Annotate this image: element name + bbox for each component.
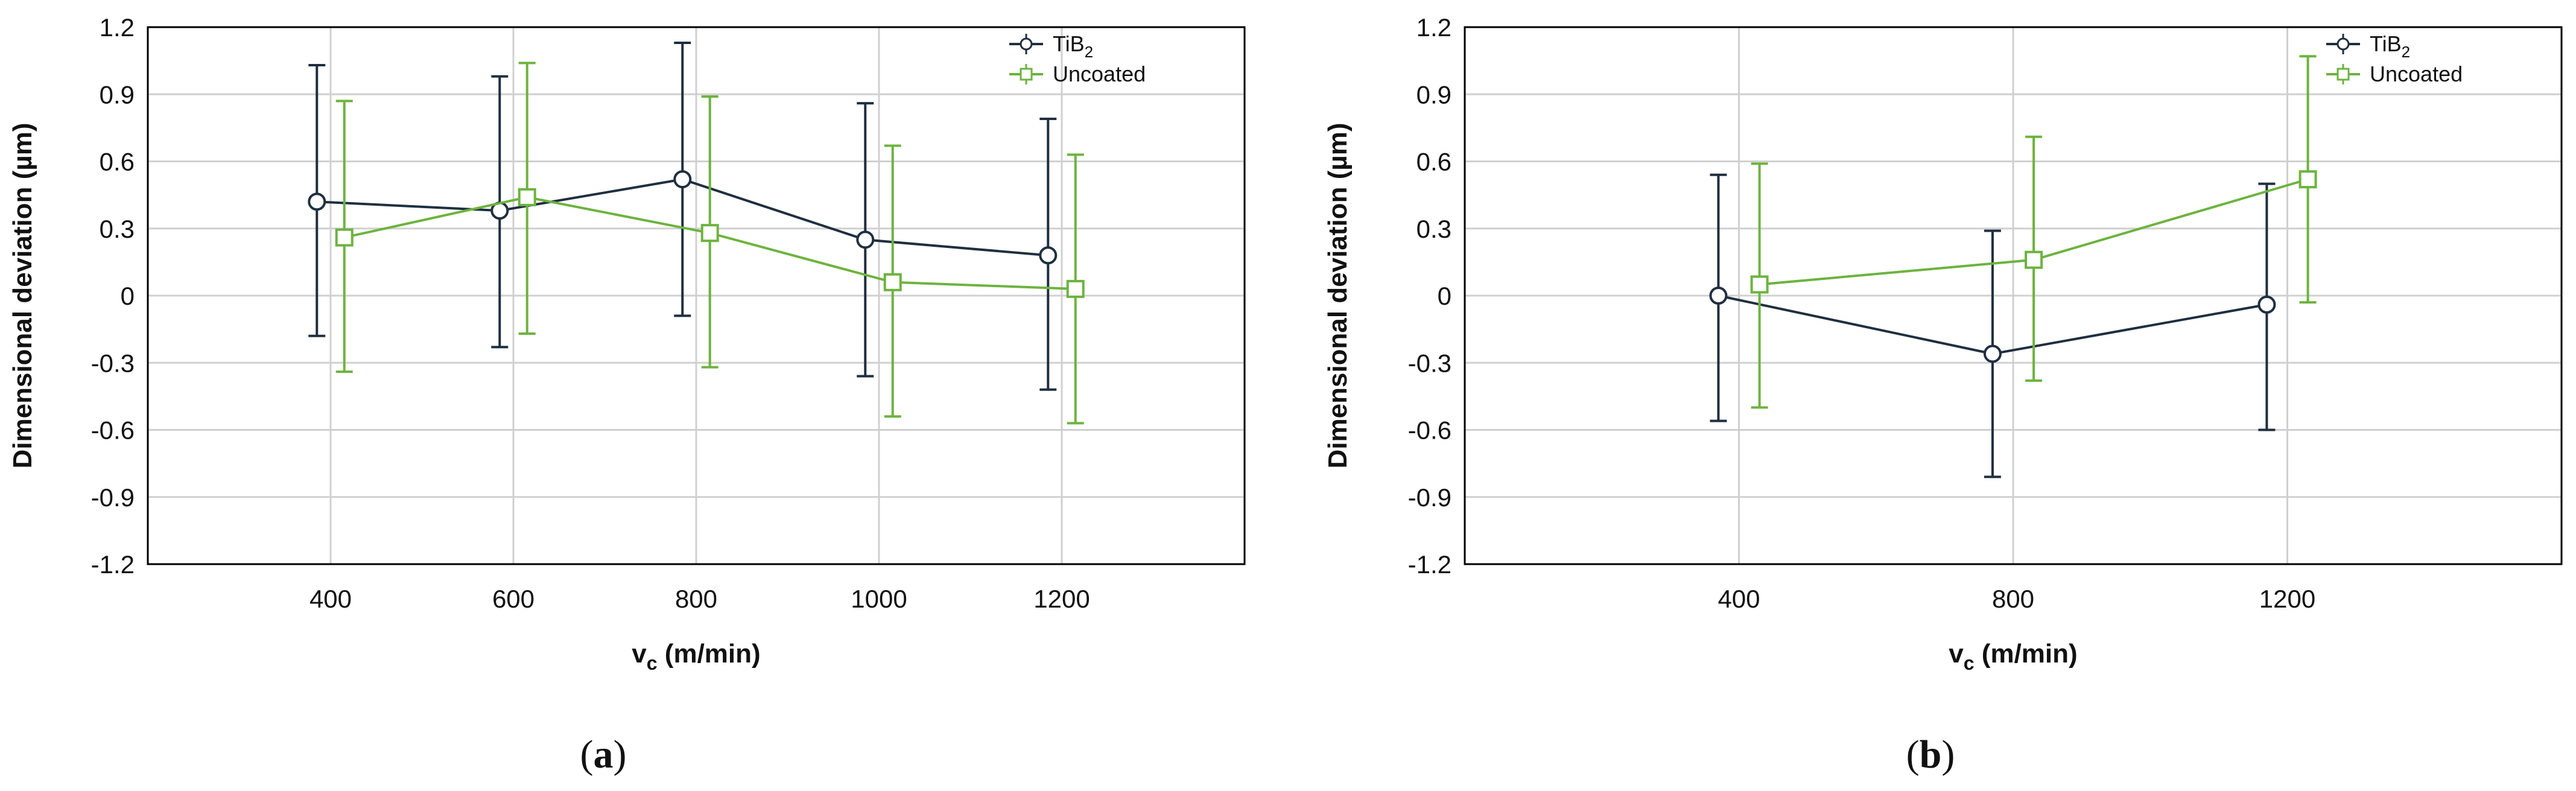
- data-point: [1983, 345, 2002, 363]
- legend-label-main: TiB: [1053, 31, 1085, 56]
- y-tick-label: -0.9: [91, 483, 135, 512]
- x-axis-title: vc (m/min): [1949, 639, 2077, 674]
- x-axis-title: vc (m/min): [632, 639, 760, 674]
- x-axis-title-main: v: [1949, 639, 1964, 669]
- y-tick-label: 0.3: [100, 215, 135, 243]
- legend-marker: [1020, 68, 1033, 81]
- y-tick-label: -0.3: [1408, 349, 1451, 377]
- x-tick-label: 600: [492, 585, 535, 613]
- data-point: [308, 192, 326, 211]
- legend-label-main: Uncoated: [1053, 62, 1146, 86]
- data-point: [2025, 250, 2043, 269]
- panel-caption: (b): [1906, 732, 1955, 777]
- caption-close: ): [614, 732, 627, 777]
- y-tick-label: -0.6: [91, 416, 135, 445]
- x-tick-label: 800: [675, 585, 717, 613]
- data-point: [2257, 295, 2276, 314]
- series-tib2: [308, 41, 1058, 391]
- series-uncoated: [335, 62, 1085, 425]
- data-point: [1750, 275, 1769, 294]
- legend-entry: TiB2: [2326, 31, 2410, 61]
- series-uncoated: [1750, 55, 2317, 409]
- y-tick-label: 0.9: [1416, 80, 1451, 109]
- x-axis-title-subscript: c: [647, 652, 658, 674]
- x-tick-label: 400: [1718, 585, 1760, 613]
- y-tick-label: 1.2: [1416, 13, 1451, 42]
- x-axis-title-units: (m/min): [1975, 639, 2078, 669]
- data-point: [673, 170, 692, 189]
- x-tick-label: 1200: [2259, 585, 2315, 613]
- series-tib2: [1709, 173, 2276, 478]
- y-tick-label: 0.3: [1416, 215, 1451, 243]
- chart-panel-b: 1.2 0.9 0.6 0.3 0 -0.3 -0.6 -0.9 -1.2 400 800 1200 D…: [1323, 13, 2563, 777]
- legend-marker: [2336, 68, 2350, 81]
- y-tick-label: 0: [1438, 282, 1451, 310]
- y-tick-label: -0.9: [1408, 483, 1451, 512]
- legend-entry: TiB2: [1009, 31, 1093, 61]
- caption-open: (: [580, 732, 594, 777]
- y-tick-label: 0.6: [1416, 148, 1451, 176]
- caption-open: (: [1906, 732, 1920, 777]
- data-point: [1709, 287, 1728, 305]
- chart-panel-a: 1.2 0.9 0.6 0.3 0 -0.3 -0.6 -0.9 -1.2 400 600 800 10…: [8, 13, 1246, 777]
- legend-marker: [2336, 37, 2350, 51]
- data-point: [2298, 170, 2317, 189]
- caption-close: ): [1941, 732, 1955, 777]
- legend-label-subscript: 2: [2402, 43, 2410, 61]
- x-tick-label: 1200: [1033, 585, 1090, 613]
- y-tick-label: -0.3: [91, 349, 135, 377]
- data-point: [700, 224, 719, 243]
- y-tick-label: 0.9: [100, 80, 135, 109]
- legend-entry: Uncoated: [2326, 62, 2463, 86]
- y-tick-label: 0.6: [100, 148, 135, 176]
- data-point: [1066, 279, 1085, 298]
- x-axis-title-main: v: [632, 639, 647, 669]
- y-axis-title: Dimensional deviation (µm): [1323, 123, 1353, 469]
- plot-frame: [147, 26, 1246, 565]
- legend-marker: [1020, 37, 1033, 51]
- legend-label: TiB2: [2370, 31, 2410, 61]
- x-axis-title-units: (m/min): [658, 639, 761, 669]
- legend-label-main: Uncoated: [2370, 62, 2463, 86]
- x-tick-label: 1000: [851, 585, 907, 613]
- data-point: [883, 273, 902, 291]
- y-tick-label: -1.2: [1408, 550, 1451, 579]
- y-tick-label: -1.2: [91, 550, 135, 579]
- y-tick-label: 1.2: [100, 13, 135, 42]
- data-point: [335, 228, 354, 247]
- x-tick-label: 400: [309, 585, 352, 613]
- legend-label: TiB2: [1053, 31, 1093, 61]
- y-tick-label: -0.6: [1408, 416, 1451, 445]
- data-point: [856, 230, 875, 249]
- panel-caption: (a): [580, 732, 627, 777]
- data-point: [1039, 246, 1058, 265]
- caption-letter: a: [594, 732, 614, 777]
- legend-entry: Uncoated: [1009, 62, 1146, 86]
- plot-frame: [1464, 26, 2563, 565]
- legend-label-subscript: 2: [1085, 43, 1093, 61]
- data-point: [518, 188, 536, 206]
- y-axis-title: Dimensional deviation (µm): [8, 123, 37, 469]
- legend-label-main: TiB: [2370, 31, 2402, 56]
- y-tick-label: 0: [121, 282, 135, 310]
- x-axis-title-subscript: c: [1964, 652, 1975, 674]
- caption-letter: b: [1920, 732, 1942, 777]
- x-tick-label: 800: [1992, 585, 2034, 613]
- legend-label: Uncoated: [2370, 62, 2463, 86]
- legend-label: Uncoated: [1053, 62, 1146, 86]
